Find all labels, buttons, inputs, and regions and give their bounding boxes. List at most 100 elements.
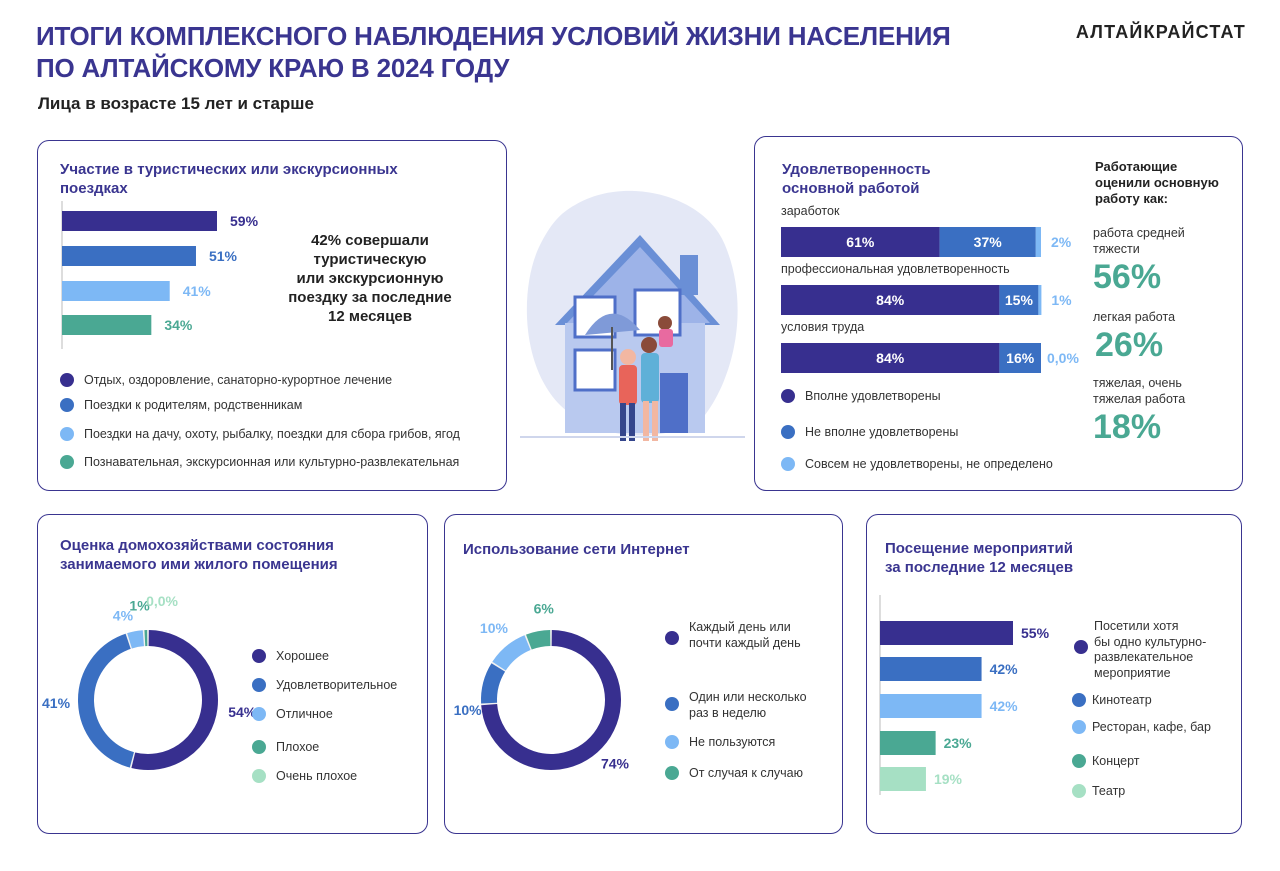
internet-slice-label: 10%	[480, 620, 509, 636]
work-severity-value: 26%	[1095, 326, 1164, 364]
work-severity-label: легкая работа	[1093, 310, 1176, 324]
legend-label-line: развлекательное	[1094, 650, 1194, 664]
legend-label-line: мероприятие	[1094, 665, 1171, 680]
tourism-bar	[62, 315, 152, 335]
events-panel: Посещение мероприятий за последние 12 ме…	[866, 514, 1242, 834]
satisfaction-segment-label: 16%	[1006, 350, 1035, 366]
legend-label: Вполне удовлетворены	[805, 389, 941, 403]
housing-title-line2: занимаемого ими жилого помещения	[60, 556, 338, 573]
legend-label-line: раз в неделю	[689, 706, 767, 720]
work-severity-item: легкая работа 26%	[1093, 309, 1175, 365]
events-bar-label: 23%	[944, 735, 973, 751]
housing-slice-label: 54%	[228, 704, 257, 720]
events-bar	[880, 767, 926, 791]
internet-slice	[492, 635, 531, 671]
internet-slice-label: 6%	[534, 600, 555, 616]
tourism-bar-chart: 59% 51% 41% 34%	[61, 201, 259, 349]
legend-label-line: Посетили хотя	[1094, 619, 1179, 633]
tourism-bar-label: 51%	[209, 248, 238, 264]
tourism-title-line2: поездках	[60, 180, 128, 197]
legend-dot	[252, 678, 266, 692]
legend-dot	[665, 735, 679, 749]
satisfaction-category-label: заработок	[781, 204, 840, 218]
tourism-note-text4: поездку за последние	[288, 289, 452, 306]
tourism-bar	[62, 211, 217, 231]
legend-dot	[1074, 640, 1088, 654]
events-bar	[880, 694, 982, 718]
internet-legend-item: Каждый день или почти каждый день	[665, 619, 801, 651]
page-title-line1: ИТОГИ КОМПЛЕКСНОГО НАБЛЮДЕНИЯ УСЛОВИЙ ЖИ…	[36, 21, 951, 51]
legend-label: Кинотеатр	[1092, 693, 1152, 707]
organization-logo: АЛТАЙКРАЙСТАТ	[1075, 22, 1246, 42]
satisfaction-segment-label: 2%	[1051, 234, 1072, 250]
work-severity-label: тяжелая работа	[1093, 392, 1186, 406]
legend-label: Не вполне удовлетворены	[805, 425, 959, 439]
tourism-bar-label: 59%	[230, 213, 259, 229]
legend-label: Очень плохое	[276, 769, 358, 783]
tourism-legend-item: Поездки на дачу, охоту, рыбалку, поездки…	[60, 427, 460, 441]
legend-dot	[1072, 693, 1086, 707]
satisfaction-segment-label: 84%	[876, 350, 905, 366]
tourism-bar	[62, 246, 196, 266]
legend-label-line: бы одно культурно-	[1094, 634, 1207, 649]
legend-label: Посетили хотя бы одно культурно-развлекат…	[1094, 619, 1206, 681]
tourism-note-text3: или экскурсионную	[296, 270, 444, 287]
legend-label: От случая к случаю	[689, 766, 803, 780]
housing-legend-item: Очень плохое	[252, 769, 357, 783]
satisfaction-segment-label: 0,0%	[1047, 350, 1079, 366]
legend-label-line: Каждый день или	[689, 620, 791, 634]
events-bar	[880, 621, 1013, 645]
tourism-note-text5: 12 месяцев	[328, 308, 412, 325]
internet-slice	[481, 663, 506, 704]
housing-legend-item: Плохое	[252, 740, 319, 754]
legend-dot	[252, 707, 266, 721]
internet-legend-item: Не пользуются	[665, 735, 775, 749]
legend-label: Удовлетворительное	[276, 678, 398, 692]
tourism-note-line1: 42% совершали	[270, 231, 470, 250]
satisfaction-legend-item: Совсем не удовлетворены, не определено	[781, 457, 1053, 471]
tourism-bar-label: 41%	[183, 283, 212, 299]
housing-slice	[127, 630, 145, 649]
satisfaction-bar-segment	[939, 227, 1036, 257]
housing-slice-label: 41%	[42, 695, 71, 711]
satisfaction-bar-segment	[1035, 227, 1041, 257]
satisfaction-bar-segment	[999, 285, 1039, 315]
work-severity-item: работа средней тяжести 56%	[1093, 225, 1185, 297]
housing-slice	[131, 630, 218, 770]
satisfaction-category-label: условия труда	[781, 320, 864, 334]
events-legend-item: Концерт	[1072, 754, 1140, 768]
satisfaction-segment-label: 61%	[846, 234, 875, 250]
tourism-title-line1: Участие в туристических или экскурсионны…	[60, 161, 398, 178]
legend-dot	[252, 649, 266, 663]
housing-slice-label: 0,0%	[146, 595, 178, 609]
legend-label: Театр	[1092, 784, 1126, 798]
housing-panel: Оценка домохозяйствами состояния занимае…	[37, 514, 428, 834]
legend-label: Поездки к родителям, родственникам	[84, 398, 303, 412]
satisfaction-title: Удовлетворенность основной работой	[782, 160, 931, 198]
work-severity-title: Работающие оценили основную работу как:	[1095, 159, 1219, 207]
legend-dot	[781, 425, 795, 439]
internet-slice	[526, 630, 551, 650]
work-severity-value: 18%	[1093, 408, 1162, 446]
events-bar-label: 42%	[990, 698, 1019, 714]
tourism-bar-label: 34%	[164, 317, 193, 333]
work-severity-value: 56%	[1093, 258, 1162, 296]
legend-dot	[60, 373, 74, 387]
satisfaction-category-label: профессиональная удовлетворенность	[781, 262, 1010, 276]
legend-dot	[665, 631, 679, 645]
satisfaction-stacked-bar-chart: заработок 61% 37% 2% профессиональная удовле…	[781, 204, 1079, 373]
satisfaction-segment-label: 37%	[974, 234, 1003, 250]
internet-legend-item: Один или несколько раз в неделю	[665, 689, 807, 721]
housing-legend-item: Отличное	[252, 707, 333, 721]
work-severity-label: работа средней	[1093, 226, 1185, 240]
work-severity-title-l1: Работающие	[1095, 159, 1178, 174]
work-severity-title-l3: работу как:	[1095, 191, 1168, 206]
satisfaction-panel: Удовлетворенность основной работой зараб…	[754, 136, 1243, 491]
satisfaction-segment-label: 1%	[1051, 292, 1072, 308]
page-title-line2: ПО АЛТАЙСКОМУ КРАЮ В 2024 ГОДУ	[36, 53, 510, 83]
satisfaction-bar-segment	[781, 343, 1000, 373]
events-bar-label: 19%	[934, 771, 963, 787]
events-title-line2: за последние 12 месяцев	[885, 559, 1074, 576]
legend-label: Не пользуются	[689, 735, 776, 749]
legend-label: Один или несколько раз в неделю	[689, 689, 807, 721]
